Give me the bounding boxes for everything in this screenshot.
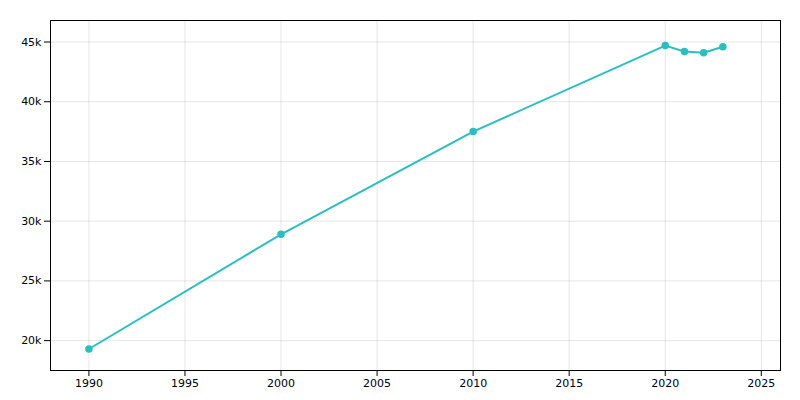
svg-text:30k: 30k (21, 215, 42, 228)
svg-text:2010: 2010 (459, 377, 487, 390)
svg-text:1995: 1995 (171, 377, 199, 390)
svg-text:2025: 2025 (747, 377, 775, 390)
svg-text:20k: 20k (21, 334, 42, 347)
svg-text:2000: 2000 (267, 377, 295, 390)
svg-text:45k: 45k (21, 36, 42, 49)
svg-text:2005: 2005 (363, 377, 391, 390)
svg-text:25k: 25k (21, 274, 42, 287)
svg-text:1990: 1990 (75, 377, 103, 390)
svg-text:2015: 2015 (555, 377, 583, 390)
svg-text:35k: 35k (21, 155, 42, 168)
svg-text:40k: 40k (21, 95, 42, 108)
svg-text:2020: 2020 (651, 377, 679, 390)
